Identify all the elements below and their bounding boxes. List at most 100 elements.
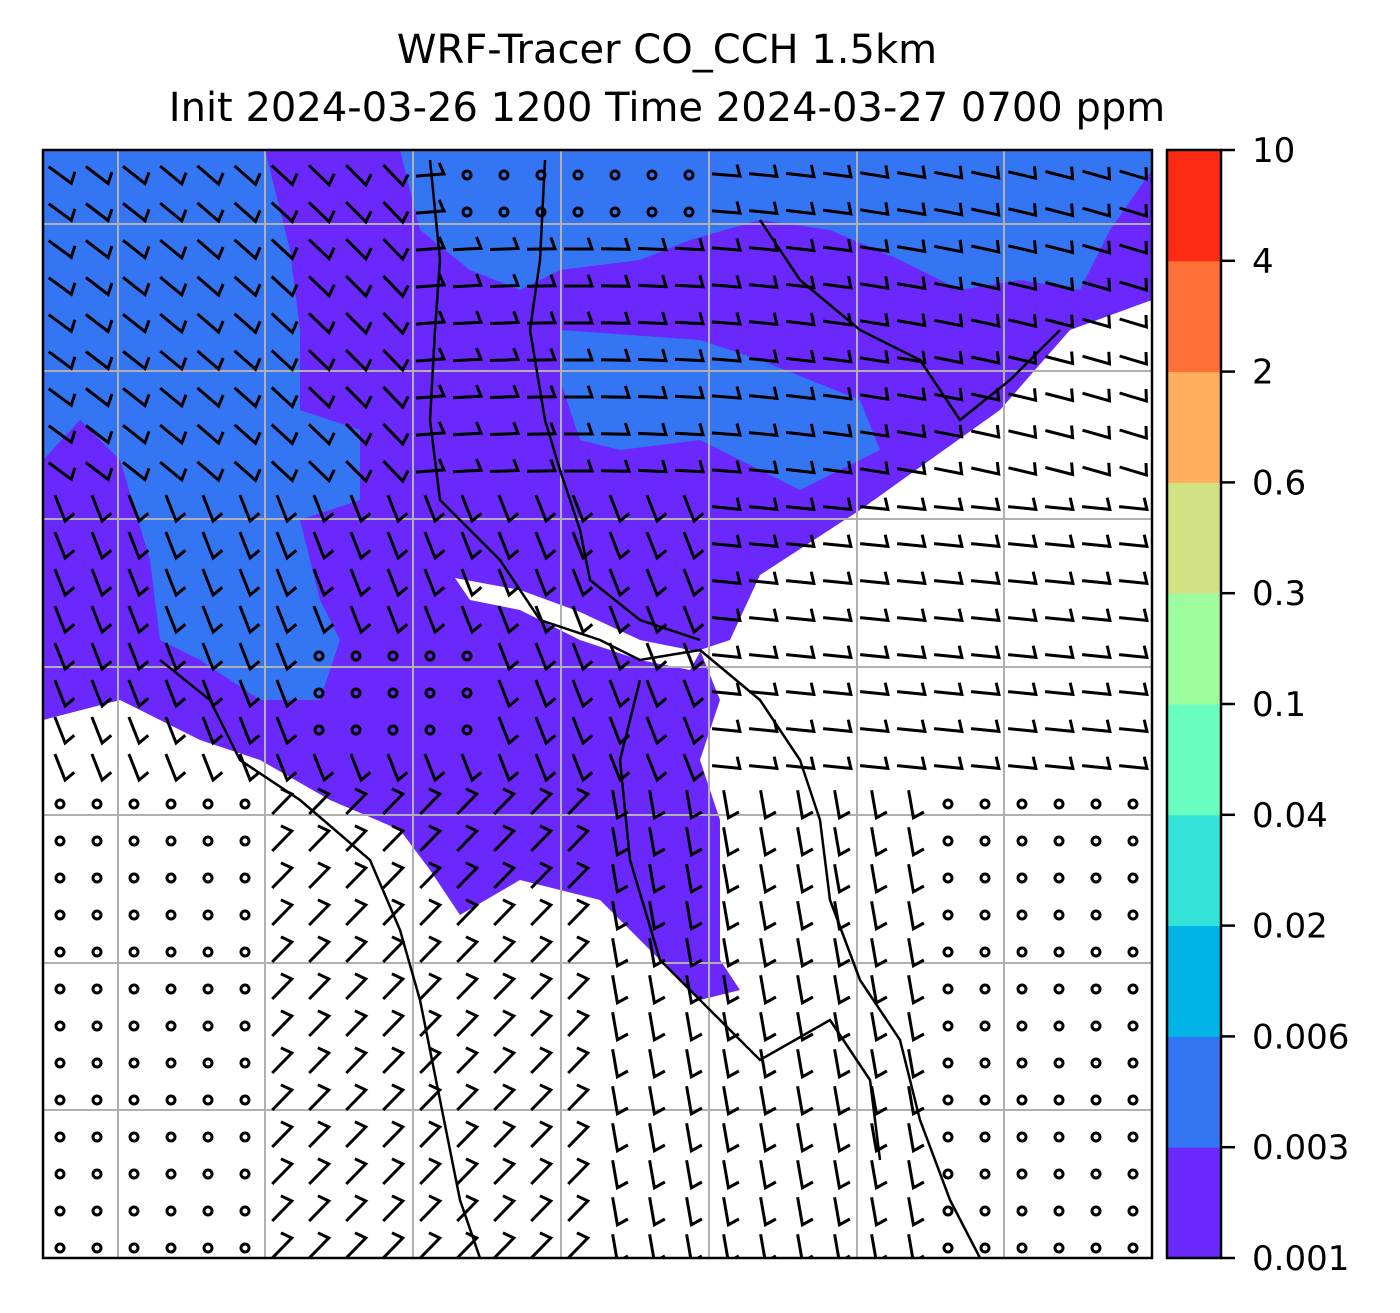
co-region-mid-north [400,150,1152,290]
wind-barb [907,826,925,858]
wind-barb [1045,166,1075,181]
wind-barb [53,494,76,524]
wind-barb [907,1159,925,1191]
wind-barb [47,424,77,445]
calm-wind-circle [1127,1168,1139,1180]
calm-wind-circle [1016,1020,1028,1032]
wind-barb [970,387,1001,402]
wind-barb [84,165,114,186]
wind-barb [896,756,927,771]
wind-barb [345,423,373,447]
wind-barb [127,679,150,709]
wind-barb [233,423,262,446]
wind-barb [415,458,447,474]
calm-wind-circle [1090,983,1102,995]
wind-barb [1119,314,1148,330]
wind-barb [275,716,298,746]
wind-barb [759,1122,777,1154]
wind-barb [307,275,336,299]
wind-barb [933,497,964,512]
wind-barb [90,679,113,709]
wind-barb [934,239,964,254]
wind-barb [456,1046,480,1075]
colorbar-segment [1167,593,1221,705]
wind-barb [423,494,446,524]
wind-barb [530,1194,554,1223]
wind-barb [415,310,447,326]
wind-barb [567,787,591,816]
wind-barb [711,423,742,437]
wind-barb [970,165,1001,180]
co-region-mid-west [43,150,360,700]
colorbar-tick-label: 0.6 [1252,463,1306,503]
wind-barb [785,349,816,364]
wind-barb [822,386,853,401]
wind-barb [90,531,113,561]
wind-barb [530,787,554,816]
wind-barb [238,494,261,524]
wind-barb [711,386,742,400]
wind-barb [1044,682,1075,697]
wind-barb [201,753,224,783]
wind-barb [711,201,742,215]
calm-wind-circle [979,1094,991,1106]
wind-barb [859,276,890,291]
calm-wind-circle [609,206,621,218]
wind-barb [611,1048,629,1080]
wind-barb [796,1048,814,1080]
wind-barb [1082,203,1112,218]
calm-wind-circle [979,872,991,884]
wind-barb [933,719,964,734]
wind-barb [648,1196,666,1228]
wind-barb [859,571,890,586]
wind-barb [233,312,262,335]
wind-barb [164,679,187,709]
wind-barb [419,1231,443,1258]
calm-wind-circle [1016,909,1028,921]
calm-wind-circle [202,835,214,847]
wind-barb [345,898,369,927]
colorbar-segment [1167,371,1221,483]
wind-barb [419,1046,443,1075]
wind-barb [1008,166,1038,181]
wind-barb [896,424,927,439]
wind-barb [685,789,703,821]
wind-barb [382,311,410,336]
wind-barb [271,898,295,927]
wind-barb [419,824,443,853]
wind-barb [608,531,631,561]
calm-wind-circle [128,1205,140,1217]
wind-barb [275,494,298,524]
wind-barb [833,826,851,858]
wind-barb [497,679,520,709]
wind-barb [493,1083,517,1112]
calm-wind-circle [165,1057,177,1069]
wind-barb [711,275,742,289]
wind-barb [1081,645,1112,660]
wind-barb [722,974,740,1006]
calm-wind-circle [91,1168,103,1180]
wind-barb [270,312,299,336]
calm-wind-circle [979,1131,991,1143]
colorbar-segment [1167,814,1221,927]
wind-barb [1118,719,1149,734]
wind-barb [822,275,853,290]
wind-barb [907,974,925,1006]
calm-wind-circle [54,872,66,884]
wind-barb [1008,240,1038,255]
calm-wind-circle [54,946,66,958]
wind-barb [896,239,927,254]
wind-barb [84,387,114,408]
wind-barb [785,645,816,660]
calm-wind-circle [239,1168,251,1180]
wind-barb [159,349,188,372]
wind-barb [870,1196,888,1228]
wind-barb [645,642,668,672]
colorbar-tick-label: 0.02 [1252,907,1328,947]
wind-barb [685,863,703,895]
wind-barb [711,312,742,326]
wind-barb [460,531,483,561]
colorbar-segment [1167,482,1221,594]
calm-wind-circle [165,1131,177,1143]
wind-barb [345,1157,369,1186]
